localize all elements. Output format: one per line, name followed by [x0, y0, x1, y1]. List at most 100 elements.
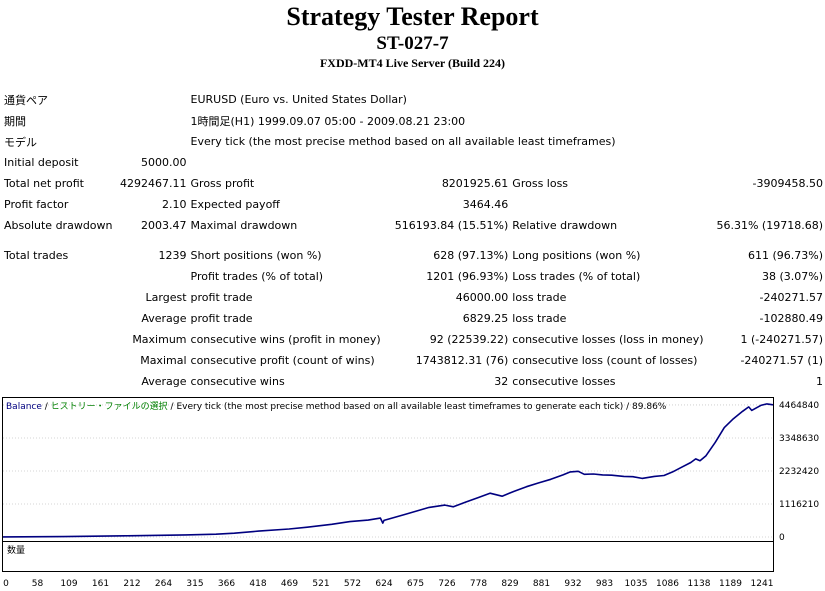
y-tick-label: 1116210	[779, 500, 819, 510]
x-tick-label: 1035	[625, 579, 648, 589]
stat-prefix: Maximal	[140, 354, 187, 367]
x-tick-label: 829	[501, 579, 518, 589]
x-axis: 0 58 109 161 212 264 315 366 418 469 521 572 624 675 7…	[3, 579, 773, 589]
stats-row-profit: Total net profit 4292467.11 Gross profit…	[2, 173, 825, 194]
stats-row-average: Average profit trade 6829.25 loss trade …	[2, 308, 825, 329]
x-tick-label: 212	[123, 579, 140, 589]
stat-value: 628 (97.13%)	[433, 249, 509, 262]
x-tick-label: 726	[438, 579, 455, 589]
volume-label: 数量	[7, 544, 25, 556]
stat-label: Profit trades (% of total)	[190, 270, 324, 283]
x-tick-label: 1086	[656, 579, 679, 589]
stat-value: 2.10	[162, 198, 187, 211]
stat-value: 1239	[158, 249, 187, 262]
stat-label: Maximal drawdown	[190, 219, 298, 232]
y-tick-label: 0	[779, 533, 785, 543]
stats-row-maximum: Maximum consecutive wins (profit in mone…	[2, 329, 825, 350]
stat-value: 92 (22539.22)	[429, 333, 509, 346]
x-tick-label: 675	[407, 579, 424, 589]
stat-value: 1743812.31 (76)	[415, 354, 509, 367]
stat-label: consecutive losses	[512, 375, 616, 388]
stat-label: consecutive wins (profit in money)	[190, 333, 381, 346]
x-tick-label: 366	[218, 579, 235, 589]
y-axis: 4464840 3348630 2232420 1116210 0	[779, 401, 819, 543]
info-value: EURUSD (Euro vs. United States Dollar)	[190, 93, 407, 106]
stat-value: 611 (96.73%)	[747, 249, 823, 262]
stat-value: 32	[494, 375, 509, 388]
stat-value: -3909458.50	[752, 177, 823, 190]
stats-row-profit-trades: Profit trades (% of total) 1201 (96.93%)…	[2, 266, 825, 287]
stat-value: 6829.25	[462, 312, 509, 325]
y-tick-label: 3348630	[779, 434, 819, 444]
stat-label: Profit factor	[4, 198, 69, 211]
x-tick-label: 161	[92, 579, 109, 589]
stat-label: Long positions (won %)	[512, 249, 641, 262]
report-table: 通貨ペア EURUSD (Euro vs. United States Doll…	[2, 89, 825, 392]
x-tick-label: 315	[186, 579, 203, 589]
info-row-model: モデル Every tick (the most precise method …	[2, 131, 825, 152]
stat-value: 3464.46	[462, 198, 509, 211]
stats-row-trades: Total trades 1239 Short positions (won %…	[2, 245, 825, 266]
stat-value: -240271.57 (1)	[740, 354, 823, 367]
chart-grid	[3, 404, 773, 538]
balance-legend-label: Balance	[6, 402, 42, 412]
strategy-name: ST-027-7	[376, 33, 449, 54]
x-tick-label: 881	[533, 579, 550, 589]
stat-value: 1201 (96.93%)	[426, 270, 509, 283]
x-tick-label: 0	[3, 579, 9, 589]
balance-chart: Balance / ヒストリー・ファイルの選択 / Every tick (th…	[2, 397, 819, 589]
stats-row-largest: Largest profit trade 46000.00 loss trade…	[2, 287, 825, 308]
x-tick-label: 58	[32, 579, 44, 589]
stat-label: loss trade	[512, 291, 567, 304]
stat-label: Absolute drawdown	[4, 219, 113, 232]
stats-row-deposit: Initial deposit 5000.00	[2, 152, 825, 173]
volume-frame	[2, 541, 774, 572]
x-tick-label: 521	[312, 579, 329, 589]
info-value: Every tick (the most precise method base…	[190, 135, 616, 148]
stat-value: -240271.57	[759, 291, 823, 304]
server-name: FXDD-MT4 Live Server (Build 224)	[319, 56, 506, 70]
x-tick-label: 932	[564, 579, 581, 589]
report-title: Strategy Tester Report	[286, 2, 539, 31]
stat-label: consecutive wins	[190, 375, 285, 388]
x-tick-label: 983	[596, 579, 613, 589]
x-tick-label: 778	[470, 579, 487, 589]
stat-label: consecutive profit (count of wins)	[190, 354, 375, 367]
header-description: / Every tick (the most precise method ba…	[168, 402, 667, 412]
stat-label: profit trade	[190, 291, 253, 304]
info-row-period: 期間 1時間足(H1) 1999.09.07 05:00 - 2009.08.2…	[2, 110, 825, 131]
info-label: 通貨ペア	[4, 93, 48, 107]
stat-prefix: Largest	[145, 291, 187, 304]
stat-label: Initial deposit	[4, 156, 79, 169]
stat-label: Gross loss	[512, 177, 569, 190]
stat-label: Short positions (won %)	[190, 249, 322, 262]
stats-row-drawdown: Absolute drawdown 2003.47 Maximal drawdo…	[2, 215, 825, 236]
stat-value: 1 (-240271.57)	[740, 333, 823, 346]
info-row-symbol: 通貨ペア EURUSD (Euro vs. United States Doll…	[2, 89, 825, 110]
x-tick-label: 1138	[688, 579, 711, 589]
stat-prefix: Average	[141, 375, 187, 388]
x-tick-label: 264	[155, 579, 172, 589]
stat-label: loss trade	[512, 312, 567, 325]
stat-label: Total trades	[4, 249, 69, 262]
y-tick-label: 2232420	[779, 467, 819, 477]
stat-value: 4292467.11	[120, 177, 187, 190]
stat-label: Gross profit	[190, 177, 255, 190]
x-tick-label: 418	[249, 579, 266, 589]
stats-row-maximal: Maximal consecutive profit (count of win…	[2, 350, 825, 371]
stat-label: Total net profit	[4, 177, 84, 190]
stat-label: Relative drawdown	[512, 219, 618, 232]
info-label: モデル	[4, 135, 37, 149]
stat-value: 516193.84 (15.51%)	[394, 219, 509, 232]
info-label: 期間	[4, 114, 26, 128]
x-tick-label: 469	[281, 579, 298, 589]
stat-prefix: Maximum	[132, 333, 187, 346]
x-tick-label: 624	[375, 579, 392, 589]
stat-label: consecutive loss (count of losses)	[512, 354, 698, 367]
stats-row-average-consec: Average consecutive wins 32 consecutive …	[2, 371, 825, 392]
stat-value: 56.31% (19718.68)	[716, 219, 823, 232]
x-tick-label: 1189	[719, 579, 742, 589]
stat-label: Expected payoff	[190, 198, 280, 211]
stat-value: 46000.00	[455, 291, 509, 304]
stat-value: 2003.47	[141, 219, 187, 232]
